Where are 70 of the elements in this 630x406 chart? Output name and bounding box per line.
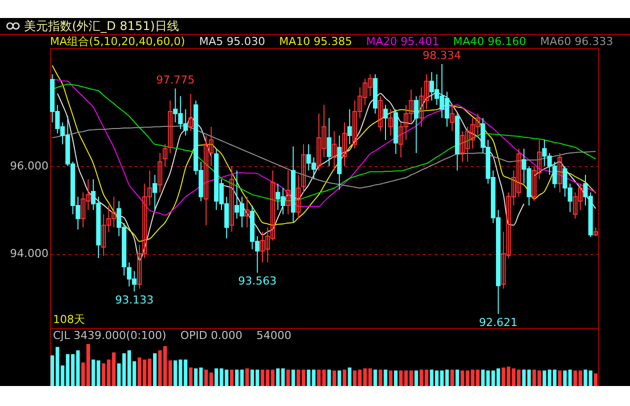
candlestick	[450, 104, 454, 132]
y-tick-label: 94.000	[10, 247, 48, 260]
candlestick	[168, 100, 173, 154]
bar	[594, 373, 598, 386]
text: MA20 95.401	[366, 35, 440, 48]
text: MA5 95.030	[199, 35, 266, 48]
chart-title: 美元指数(外汇_D 8151)日线	[24, 18, 179, 34]
candlestick	[188, 93, 194, 132]
bar	[117, 363, 121, 386]
line-series	[52, 65, 596, 242]
annotation: 98.334	[422, 49, 462, 62]
bar	[338, 370, 342, 386]
y-tick-label: 96.000	[10, 160, 48, 173]
bar	[384, 370, 388, 386]
bar	[153, 353, 157, 386]
bar	[332, 370, 336, 386]
bar	[563, 370, 567, 386]
bar	[342, 370, 346, 386]
bar	[286, 370, 290, 386]
candlestick	[332, 130, 337, 171]
bar	[348, 368, 352, 386]
bar	[542, 370, 546, 386]
candlestick	[244, 196, 250, 228]
bar	[568, 370, 572, 386]
candlestick	[383, 104, 388, 140]
candlestick	[286, 170, 290, 215]
candlestick	[326, 118, 332, 167]
bar	[414, 370, 418, 386]
annotation: OPID 0.000	[180, 329, 242, 342]
text: MA40 96.160	[453, 35, 526, 48]
annotation: 54000	[256, 329, 292, 342]
bar	[378, 370, 382, 386]
annotation: 92.621	[479, 316, 518, 329]
text: MA10 95.385	[279, 35, 352, 48]
bar	[394, 370, 398, 386]
bar	[558, 370, 562, 386]
candlestick	[558, 152, 562, 193]
bar	[388, 370, 392, 386]
bar	[291, 370, 296, 386]
bar	[502, 368, 506, 386]
candlestick	[152, 174, 158, 210]
bar	[327, 370, 331, 386]
bar	[588, 370, 592, 386]
annotation: 93.563	[238, 274, 277, 288]
bar	[455, 370, 460, 386]
bar	[584, 370, 588, 386]
bar	[230, 370, 234, 386]
candlestick	[342, 122, 347, 167]
bar	[188, 368, 193, 386]
annotation: 97.775	[156, 73, 195, 86]
bar	[527, 370, 531, 386]
candlestick	[347, 108, 352, 145]
candlestick	[296, 174, 301, 220]
annotation: 93.133	[115, 294, 154, 307]
bar	[138, 357, 142, 386]
bar	[522, 370, 526, 386]
bar	[373, 370, 378, 386]
candlestick	[158, 152, 162, 193]
candlestick	[229, 166, 234, 232]
candlestick	[388, 108, 393, 136]
candlestick	[378, 96, 383, 132]
annotation: CJL 3439.000(0:100)	[53, 329, 166, 342]
bar	[245, 368, 249, 386]
annotation: 108天	[53, 313, 85, 326]
candlestick	[301, 144, 306, 193]
text: MA60 96.333	[540, 35, 614, 48]
bar	[450, 370, 454, 386]
candlestick	[162, 144, 168, 167]
candlestick	[414, 96, 419, 154]
legend-title: MA组合(5,10,20,40,60,0)	[50, 35, 186, 48]
